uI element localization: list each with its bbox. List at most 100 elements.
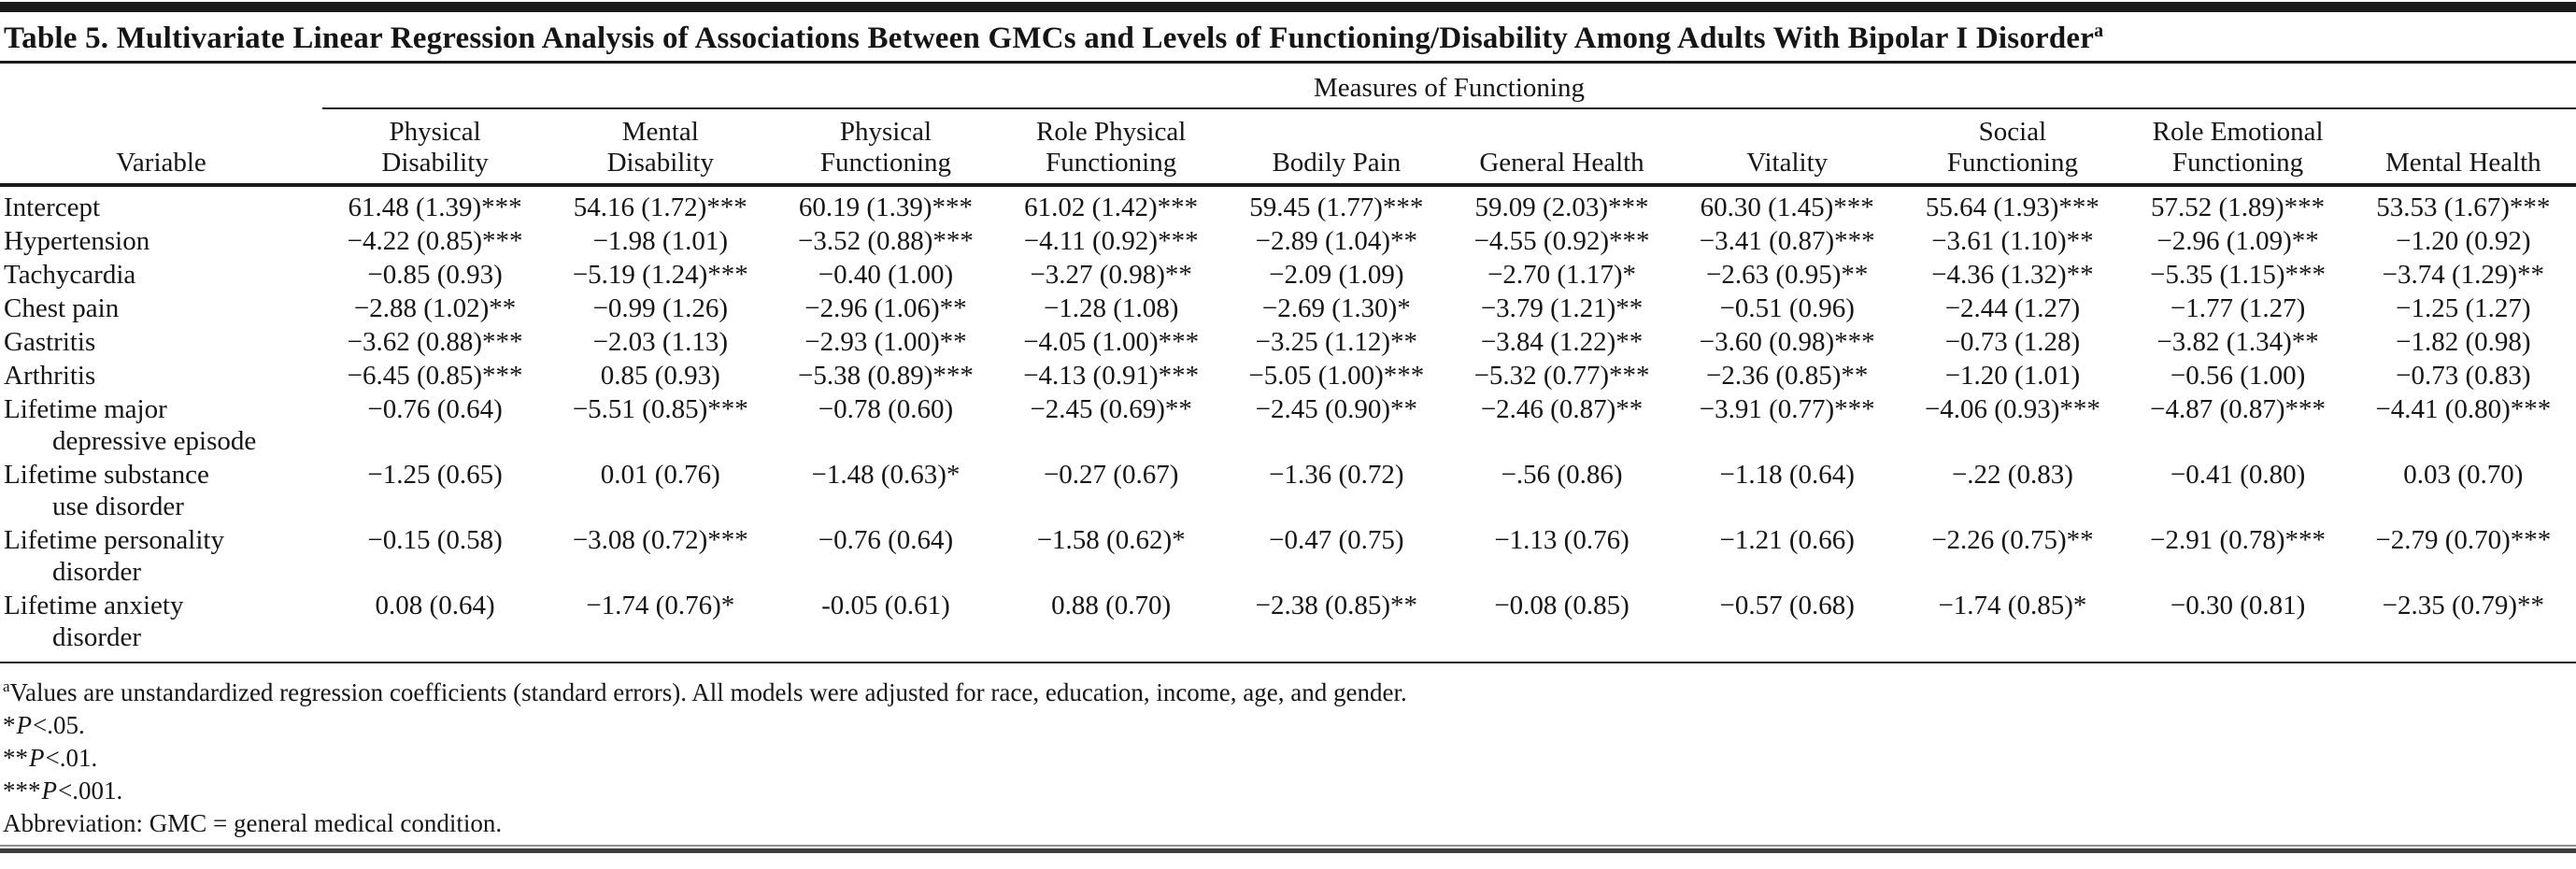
value-cell: −1.25 (1.27) bbox=[2396, 293, 2531, 323]
value-cell: −1.13 (0.76) bbox=[1494, 525, 1630, 555]
value-cell: −0.41 (0.80) bbox=[2170, 460, 2306, 490]
value-cell: −0.08 (0.85) bbox=[1448, 589, 1675, 663]
value-cell: 61.48 (1.39)*** bbox=[348, 192, 522, 222]
value-cell: −0.73 (1.28) bbox=[1944, 327, 2081, 357]
footnote-p05-stars: * bbox=[3, 711, 16, 739]
value-cell: −4.55 (0.92)*** bbox=[1473, 226, 1650, 256]
value-cell: −1.82 (0.98) bbox=[2396, 327, 2531, 357]
footnote-models-adjusted: aValues are unstandardized regression co… bbox=[3, 670, 2576, 709]
top-border-rule bbox=[0, 2, 2576, 12]
value-cell: −3.61 (1.10)** bbox=[1931, 226, 2094, 256]
variable-cell: Lifetime substance use disorder bbox=[4, 460, 209, 521]
value-cell: −3.79 (1.21)** bbox=[1480, 293, 1644, 323]
value-cell: 59.45 (1.77)*** bbox=[1249, 192, 1424, 222]
footnote-p05-p: P bbox=[16, 711, 33, 739]
value-cell: −2.63 (0.95)** bbox=[1706, 260, 1869, 290]
table-row: Arthritis −6.45 (0.85)*** 0.85 (0.93) −5.38… bbox=[0, 359, 2576, 392]
column-header-6: General Health bbox=[1448, 108, 1675, 187]
variable-cell: Hypertension bbox=[4, 226, 150, 256]
value-cell: 0.88 (0.70) bbox=[998, 589, 1224, 663]
table-row: Lifetime major depressive episode −0.76 (… bbox=[0, 392, 2576, 458]
value-cell: 55.64 (1.93)*** bbox=[1925, 192, 2099, 222]
value-cell: −5.32 (0.77)*** bbox=[1473, 361, 1650, 391]
value-cell: −5.19 (1.24)*** bbox=[572, 260, 748, 290]
variable-cell: Arthritis bbox=[4, 361, 96, 391]
title-divider-rule bbox=[0, 61, 2576, 64]
table-row: Lifetime anxiety disorder 0.08 (0.64) −1.7… bbox=[0, 589, 2576, 663]
value-cell: −3.52 (0.88)*** bbox=[798, 226, 974, 256]
value-cell: −4.36 (1.32)** bbox=[1931, 260, 2094, 290]
value-cell: −0.78 (0.60) bbox=[818, 394, 954, 424]
table-title: Table 5. Multivariate Linear Regression … bbox=[0, 12, 2576, 61]
value-cell: −1.20 (0.92) bbox=[2396, 226, 2531, 256]
value-cell: −0.47 (0.75) bbox=[1269, 525, 1404, 555]
value-cell: −3.60 (0.98)*** bbox=[1699, 327, 1875, 357]
value-cell: −6.45 (0.85)*** bbox=[347, 361, 523, 391]
value-cell: −5.51 (0.85)*** bbox=[572, 394, 748, 424]
value-cell: −0.73 (0.83) bbox=[2396, 361, 2531, 391]
value-cell: −0.99 (1.26) bbox=[592, 293, 728, 323]
column-header-4: Role Physical Functioning bbox=[998, 108, 1224, 187]
footnote-p01: **P<.01. bbox=[3, 742, 2576, 775]
value-cell: −3.62 (0.88)*** bbox=[347, 327, 523, 357]
value-cell: −5.05 (1.00)*** bbox=[1248, 361, 1425, 391]
column-header-10: Mental Health bbox=[2350, 108, 2576, 187]
table-title-text: Table 5. Multivariate Linear Regression … bbox=[4, 21, 2095, 55]
column-header-9: Role Emotional Functioning bbox=[2125, 108, 2351, 187]
value-cell: −2.96 (1.06)** bbox=[804, 293, 967, 323]
table-row: Gastritis −3.62 (0.88)*** −2.03 (1.13) −2.9… bbox=[0, 325, 2576, 359]
value-cell: −3.41 (0.87)*** bbox=[1699, 226, 1875, 256]
value-cell: −2.36 (0.85)** bbox=[1706, 361, 1869, 391]
footnote-p01-threshold: <.01. bbox=[45, 744, 98, 772]
value-cell: 53.53 (1.67)*** bbox=[2376, 192, 2551, 222]
value-cell: −1.48 (0.63)* bbox=[811, 460, 961, 490]
variable-cell: Lifetime anxiety disorder bbox=[0, 589, 322, 663]
value-cell: −0.27 (0.67) bbox=[1043, 460, 1179, 490]
value-cell: −1.98 (1.01) bbox=[592, 226, 728, 256]
column-header-1: Physical Disability bbox=[322, 108, 548, 187]
value-cell: −0.76 (0.64) bbox=[818, 525, 954, 555]
table-row: Tachycardia −0.85 (0.93) −5.19 (1.24)*** −0… bbox=[0, 258, 2576, 292]
value-cell: −0.15 (0.58) bbox=[367, 525, 503, 555]
footnotes-block: aValues are unstandardized regression co… bbox=[0, 663, 2576, 845]
value-cell: −.22 (0.83) bbox=[1951, 460, 2073, 490]
table-row: Lifetime substance use disorder −1.25 (0.… bbox=[0, 458, 2576, 523]
value-cell: −1.77 (1.27) bbox=[2170, 293, 2306, 323]
value-cell: −2.45 (0.90)** bbox=[1255, 394, 1418, 424]
column-header-2: Mental Disability bbox=[548, 108, 774, 187]
value-cell: −0.57 (0.68) bbox=[1674, 589, 1900, 663]
value-cell: −1.74 (0.76)* bbox=[548, 589, 774, 663]
value-cell: −2.35 (0.79)** bbox=[2350, 589, 2576, 663]
value-cell: −4.05 (1.00)*** bbox=[1023, 327, 1200, 357]
value-cell: −1.58 (0.62)* bbox=[1036, 525, 1186, 555]
footnote-p05: *P<.05. bbox=[3, 709, 2576, 742]
value-cell: −.56 (0.86) bbox=[1501, 460, 1623, 490]
value-cell: −1.36 (0.72) bbox=[1269, 460, 1404, 490]
paper-table-page: Table 5. Multivariate Linear Regression … bbox=[0, 2, 2576, 853]
table-row: Intercept 61.48 (1.39)*** 54.16 (1.72)*** 6… bbox=[0, 185, 2576, 224]
value-cell: −2.69 (1.30)* bbox=[1261, 293, 1411, 323]
table-row: Lifetime personality disorder −0.15 (0.58… bbox=[0, 523, 2576, 589]
value-cell: −5.35 (1.15)*** bbox=[2150, 260, 2327, 290]
footnote-models-text: Values are unstandardized regression coe… bbox=[9, 678, 1407, 706]
value-cell: −1.28 (1.08) bbox=[1043, 293, 1179, 323]
footnote-abbreviation: Abbreviation: GMC = general medical cond… bbox=[3, 809, 503, 837]
value-cell: −2.03 (1.13) bbox=[592, 327, 728, 357]
value-cell: 60.30 (1.45)*** bbox=[1700, 192, 1874, 222]
value-cell: −2.26 (0.75)** bbox=[1931, 525, 2094, 555]
value-cell: −3.25 (1.12)** bbox=[1255, 327, 1418, 357]
variable-cell: Tachycardia bbox=[4, 260, 136, 290]
value-cell: 0.03 (0.70) bbox=[2403, 460, 2524, 490]
footnote-p001-stars: *** bbox=[3, 776, 41, 805]
column-header-variable: Variable bbox=[0, 108, 322, 187]
value-cell: −5.38 (0.89)*** bbox=[798, 361, 974, 391]
value-cell: −0.85 (0.93) bbox=[367, 260, 503, 290]
value-cell: −3.27 (0.98)** bbox=[1030, 260, 1192, 290]
column-header-7: Vitality bbox=[1674, 108, 1900, 187]
value-cell: −0.51 (0.96) bbox=[1719, 293, 1855, 323]
value-cell: −2.09 (1.09) bbox=[1269, 260, 1404, 290]
value-cell: −4.87 (0.87)*** bbox=[2150, 394, 2327, 424]
footnote-marker-a: a bbox=[3, 677, 10, 695]
value-cell: −2.38 (0.85)** bbox=[1223, 589, 1449, 663]
value-cell: 54.16 (1.72)*** bbox=[573, 192, 747, 222]
